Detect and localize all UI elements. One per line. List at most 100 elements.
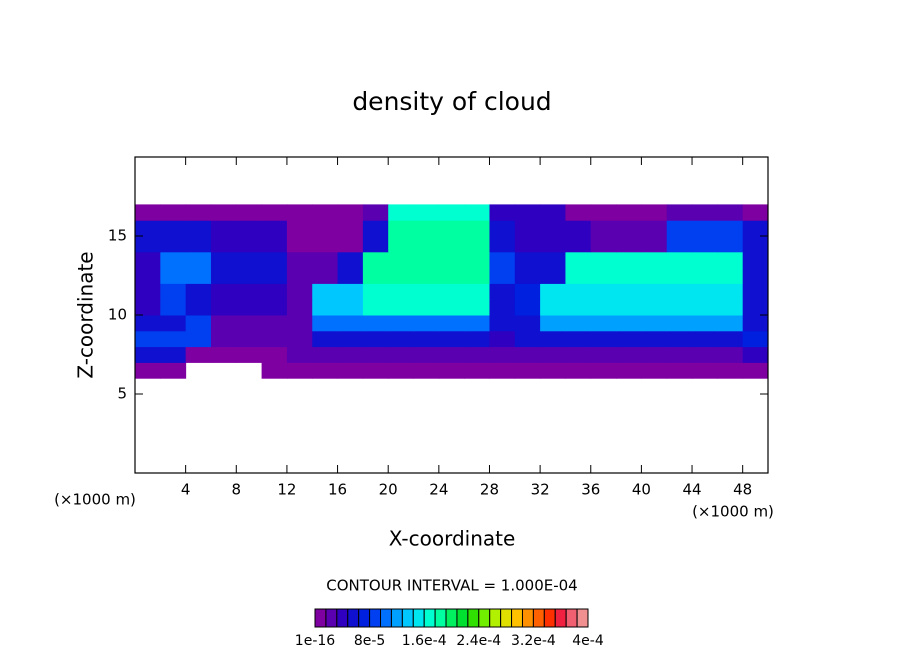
density-cell: [590, 204, 617, 221]
density-cell: [413, 220, 440, 237]
density-cell: [236, 315, 263, 332]
density-cell: [666, 346, 693, 363]
density-cell: [362, 267, 389, 284]
density-cell: [362, 330, 389, 348]
density-cell: [717, 362, 744, 379]
density-cell: [438, 346, 465, 363]
density-cell: [489, 220, 516, 237]
density-cell: [236, 283, 263, 300]
density-cell: [590, 330, 617, 348]
density-cell: [717, 299, 744, 316]
density-cell: [666, 220, 693, 237]
density-cell: [185, 220, 212, 237]
density-cell: [464, 220, 490, 237]
density-cell: [388, 251, 415, 269]
density-cell: [261, 330, 288, 348]
density-cell: [717, 330, 744, 348]
density-cell: [210, 346, 237, 363]
density-cell: [565, 204, 592, 221]
density-cell: [210, 204, 237, 221]
density-cell: [210, 236, 237, 253]
density-cell: [742, 315, 769, 332]
x-tick-label: 24: [429, 481, 448, 499]
colorbar-box: [336, 608, 349, 628]
density-cell: [160, 251, 187, 269]
density-cell: [388, 220, 415, 237]
density-cell: [185, 315, 212, 332]
density-cell: [616, 267, 642, 284]
density-cell: [160, 204, 187, 221]
density-cell: [742, 346, 769, 363]
density-cell: [362, 251, 389, 269]
density-cell: [413, 346, 440, 363]
annotation: CONTOUR INTERVAL = 1.000E-04: [326, 577, 577, 595]
density-cell: [210, 299, 237, 316]
density-cell: [540, 251, 566, 269]
density-cell: [464, 330, 490, 348]
density-cell: [641, 346, 668, 363]
density-cell: [464, 362, 490, 379]
density-cell: [210, 267, 237, 284]
density-cell: [565, 346, 592, 363]
density-cell: [337, 204, 364, 221]
density-cell: [666, 299, 693, 316]
colorbar-box: [500, 608, 513, 628]
y-tick-label: 15: [108, 227, 127, 245]
density-cell: [464, 283, 490, 300]
density-cell: [236, 330, 263, 348]
x-unit-label: (×1000 m): [54, 491, 136, 509]
density-cell: [236, 204, 263, 221]
density-cell: [641, 204, 668, 221]
density-cell: [616, 315, 642, 332]
density-cell: [362, 236, 389, 253]
x-tick-label: 28: [480, 481, 499, 499]
x-tick-label: 32: [531, 481, 550, 499]
density-cell: [666, 362, 693, 379]
density-cell: [210, 283, 237, 300]
density-cell: [742, 362, 769, 379]
x-tick-label: 48: [733, 481, 752, 499]
density-cell: [312, 315, 339, 332]
density-cell: [717, 267, 744, 284]
density-cell: [261, 267, 288, 284]
density-cell: [312, 236, 339, 253]
density-cell: [641, 220, 668, 237]
density-cell: [388, 346, 415, 363]
density-cell: [362, 299, 389, 316]
density-cell: [590, 362, 617, 379]
density-cell: [717, 315, 744, 332]
density-cell: [236, 299, 263, 316]
density-cell: [565, 251, 592, 269]
density-cell: [616, 330, 642, 348]
density-cell: [616, 236, 642, 253]
density-cell: [438, 362, 465, 379]
density-cell: [236, 220, 263, 237]
density-cell: [641, 299, 668, 316]
colorbar-label: 2.4e-4: [456, 633, 501, 649]
colorbar-box: [489, 608, 502, 628]
density-cell: [160, 362, 187, 379]
density-cell: [464, 267, 490, 284]
density-cell: [362, 362, 389, 379]
density-cell: [286, 362, 313, 379]
density-cell: [540, 299, 566, 316]
density-cell: [286, 220, 313, 237]
density-cell: [185, 236, 212, 253]
density-cell: [337, 346, 364, 363]
density-cell: [362, 204, 389, 221]
density-cell: [514, 315, 541, 332]
colorbar-box: [423, 608, 436, 628]
colorbar-box: [325, 608, 338, 628]
density-cell: [362, 346, 389, 363]
density-cell: [337, 220, 364, 237]
density-cell: [742, 330, 769, 348]
density-cell: [616, 362, 642, 379]
density-cell: [312, 362, 339, 379]
density-cell: [210, 315, 237, 332]
density-cell: [590, 236, 617, 253]
density-cell: [692, 362, 718, 379]
density-cell: [438, 204, 465, 221]
density-cell: [135, 299, 161, 316]
density-cell: [337, 267, 364, 284]
density-cell: [438, 330, 465, 348]
